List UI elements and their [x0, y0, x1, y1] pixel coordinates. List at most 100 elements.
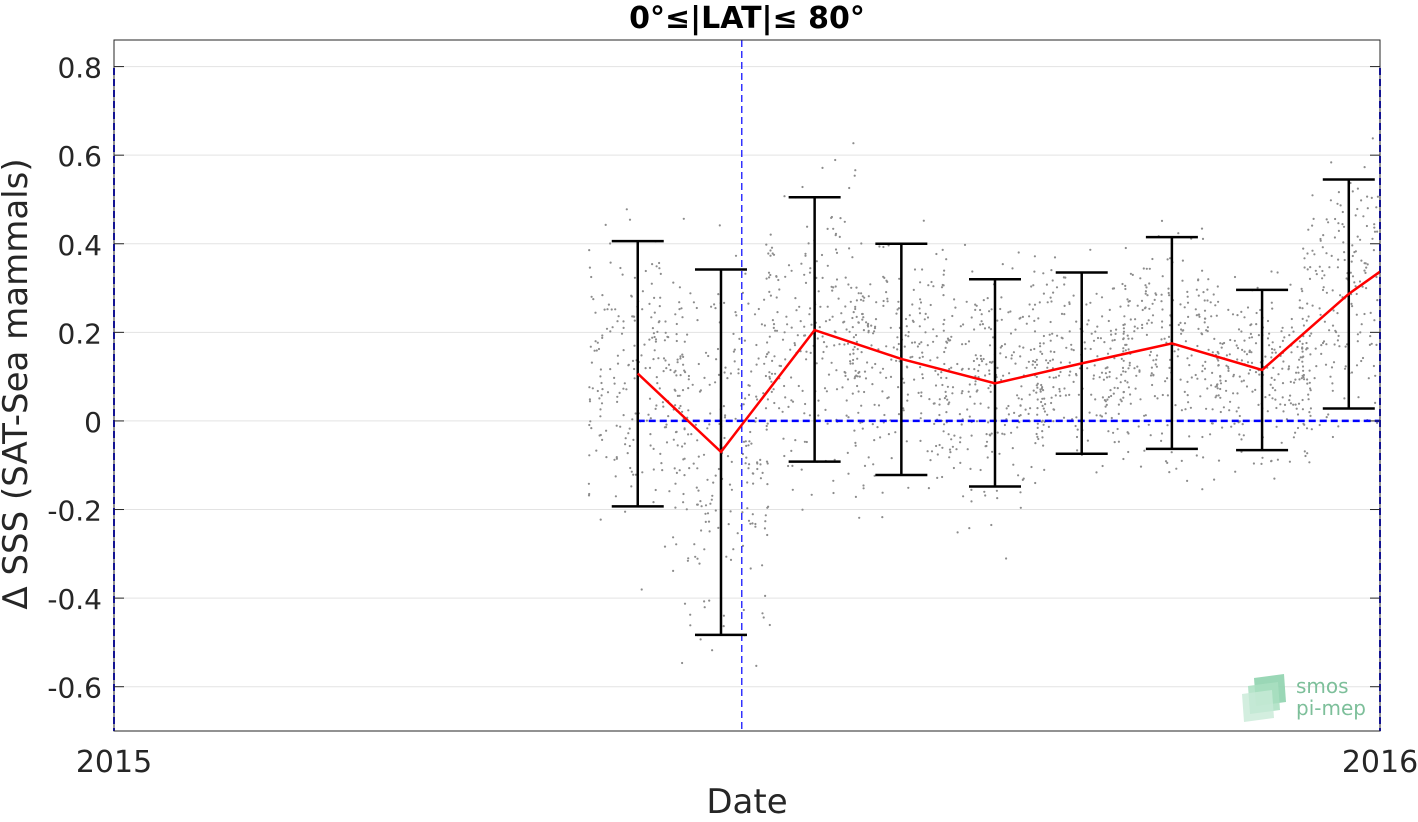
scatter-point — [765, 460, 769, 463]
scatter-point — [777, 278, 780, 282]
scatter-point — [905, 325, 908, 328]
scatter-point — [1254, 342, 1258, 345]
scatter-point — [1035, 384, 1038, 387]
scatter-point — [599, 518, 602, 521]
scatter-point — [1298, 358, 1301, 361]
scatter-point — [1047, 361, 1050, 365]
scatter-point — [928, 398, 931, 401]
scatter-point — [652, 332, 656, 335]
scatter-point — [765, 277, 768, 280]
scatter-point — [1150, 321, 1153, 324]
scatter-point — [933, 402, 936, 405]
scatter-point — [926, 316, 930, 319]
scatter-point — [609, 368, 612, 371]
scatter-point — [835, 278, 839, 281]
scatter-point — [744, 397, 747, 400]
scatter-point — [1305, 348, 1308, 351]
scatter-point — [1028, 315, 1031, 318]
scatter-point — [1030, 465, 1033, 469]
scatter-point — [855, 299, 859, 302]
scatter-point — [613, 458, 616, 461]
scatter-point — [886, 397, 889, 400]
scatter-point — [615, 424, 618, 427]
scatter-point — [689, 292, 692, 295]
scatter-point — [683, 602, 687, 605]
scatter-point — [1093, 364, 1096, 367]
scatter-point — [769, 249, 772, 252]
scatter-point — [1119, 398, 1122, 401]
scatter-point — [822, 341, 826, 344]
scatter-point — [634, 473, 638, 476]
scatter-point — [1318, 265, 1321, 268]
scatter-point — [1234, 470, 1237, 473]
scatter-point — [654, 338, 658, 341]
scatter-point — [761, 471, 764, 474]
scatter-point — [810, 493, 813, 496]
scatter-point — [790, 449, 793, 452]
scatter-point — [929, 459, 932, 462]
scatter-point — [759, 458, 762, 461]
scatter-point — [953, 298, 956, 301]
scatter-point — [1129, 402, 1132, 405]
scatter-point — [1337, 258, 1340, 261]
scatter-point — [946, 398, 949, 401]
scatter-point — [774, 372, 777, 375]
scatter-point — [1337, 425, 1340, 428]
scatter-point — [851, 362, 855, 365]
scatter-point — [1000, 296, 1003, 299]
scatter-point — [1142, 267, 1145, 270]
scatter-point — [1106, 366, 1109, 369]
scatter-point — [973, 402, 976, 405]
scatter-point — [1070, 343, 1073, 346]
scatter-point — [938, 403, 941, 406]
scatter-point — [881, 516, 884, 519]
scatter-point — [610, 308, 613, 311]
scatter-point — [1112, 392, 1115, 395]
scatter-point — [1306, 378, 1309, 381]
scatter-point — [1016, 394, 1019, 397]
scatter-point — [1060, 312, 1064, 315]
scatter-point — [654, 488, 657, 492]
scatter-point — [1308, 411, 1311, 414]
scatter-point — [1281, 396, 1284, 399]
scatter-point — [1343, 397, 1346, 400]
scatter-point — [897, 300, 900, 303]
scatter-point — [803, 325, 806, 328]
scatter-point — [961, 343, 964, 346]
scatter-point — [744, 440, 747, 443]
scatter-point — [845, 328, 848, 331]
scatter-point — [1134, 387, 1137, 390]
scatter-point — [805, 440, 808, 444]
scatter-point — [857, 411, 860, 414]
scatter-point — [1297, 371, 1300, 374]
scatter-point — [695, 486, 698, 489]
scatter-point — [1078, 367, 1081, 370]
scatter-point — [1036, 386, 1039, 389]
scatter-point — [979, 354, 982, 357]
scatter-point — [1203, 321, 1206, 324]
scatter-point — [1320, 352, 1323, 355]
scatter-point — [960, 423, 963, 426]
scatter-point — [1111, 339, 1114, 342]
scatter-point — [1355, 292, 1358, 296]
scatter-point — [790, 399, 793, 402]
scatter-point — [834, 331, 837, 334]
scatter-point — [1062, 276, 1065, 279]
scatter-point — [755, 343, 758, 347]
scatter-point — [616, 320, 619, 323]
scatter-point — [742, 608, 745, 612]
scatter-point — [897, 413, 901, 416]
scatter-point — [804, 281, 808, 284]
scatter-point — [1058, 387, 1061, 391]
scatter-point — [622, 349, 625, 352]
scatter-point — [605, 429, 608, 432]
scatter-point — [988, 326, 991, 329]
scatter-point — [649, 433, 652, 436]
scatter-point — [757, 307, 760, 311]
scatter-point — [1200, 332, 1203, 335]
scatter-point — [920, 412, 923, 415]
scatter-point — [1179, 378, 1182, 381]
scatter-point — [851, 256, 854, 259]
scatter-point — [1099, 337, 1102, 340]
scatter-point — [754, 417, 758, 420]
